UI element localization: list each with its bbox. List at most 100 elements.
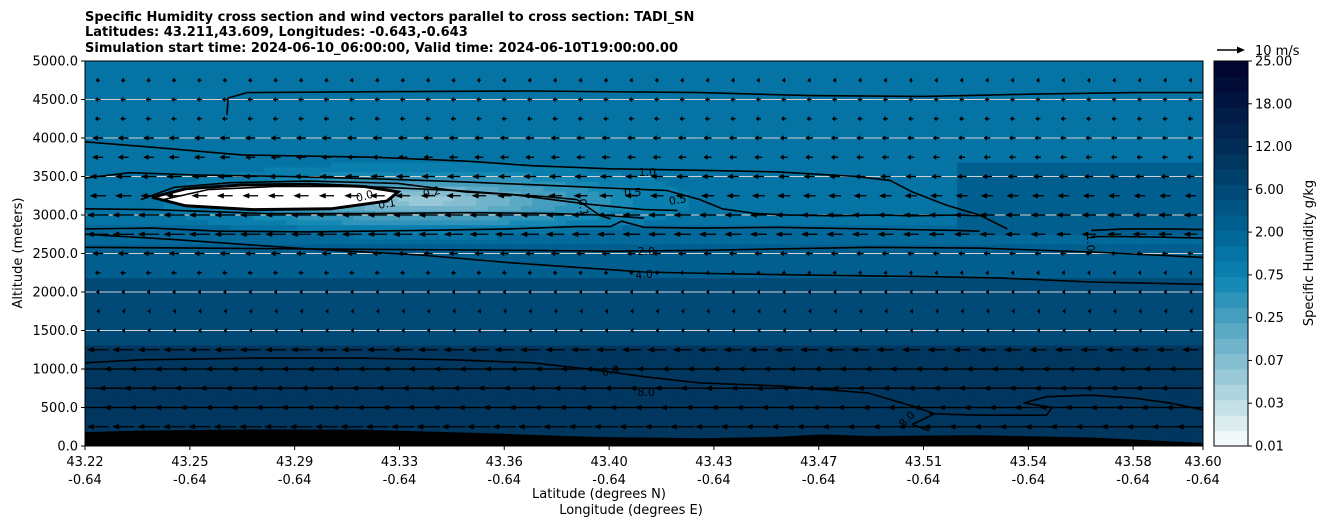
humidity-cell (934, 388, 947, 394)
humidity-cell (655, 253, 667, 259)
humidity-cell (96, 229, 108, 235)
humidity-cell (163, 369, 176, 375)
humidity-cell (1135, 253, 1148, 259)
humidity-cell (901, 431, 913, 437)
humidity-cell (1158, 282, 1171, 288)
humidity-cell (1158, 421, 1171, 428)
humidity-cell (118, 407, 131, 413)
humidity-cell (1035, 224, 1048, 231)
humidity-cell (286, 330, 299, 336)
humidity-cell (398, 316, 410, 322)
humidity-cell (297, 393, 310, 399)
humidity-cell (431, 258, 444, 264)
humidity-cell (945, 378, 958, 385)
humidity-cell (129, 378, 142, 385)
humidity-cell (442, 306, 455, 312)
humidity-cell (1091, 296, 1103, 303)
humidity-cell (476, 349, 489, 356)
humidity-cell (286, 258, 299, 264)
humidity-cell (822, 292, 835, 298)
humidity-cell (1057, 397, 1070, 404)
humidity-cell (163, 311, 176, 317)
humidity-cell (252, 369, 265, 375)
humidity-cell (800, 311, 813, 317)
humidity-cell (565, 426, 578, 433)
humidity-cell (476, 292, 489, 298)
humidity-cell (398, 330, 410, 336)
humidity-cell (163, 330, 176, 336)
humidity-cell (1080, 272, 1092, 279)
humidity-cell (554, 239, 567, 245)
humidity-cell (498, 373, 511, 380)
humidity-cell (1124, 248, 1137, 255)
humidity-cell (1068, 407, 1081, 413)
humidity-cell (755, 296, 768, 303)
humidity-cell (655, 378, 667, 385)
humidity-cell (565, 340, 578, 346)
humidity-cell (576, 210, 589, 216)
humidity-cell (878, 369, 891, 375)
humidity-cell (308, 340, 321, 346)
humidity-cell (219, 306, 231, 312)
humidity-cell (241, 219, 254, 226)
humidity-cell (945, 344, 958, 351)
humidity-cell (442, 369, 455, 375)
humidity-cell (96, 311, 108, 317)
humidity-cell (632, 316, 645, 322)
humidity-cell (364, 224, 377, 231)
humidity-cell (1068, 330, 1081, 336)
humidity-cell (968, 219, 980, 226)
humidity-cell (1135, 325, 1148, 332)
humidity-cell (644, 205, 656, 211)
humidity-cell (889, 229, 902, 235)
humidity-cell (1024, 248, 1036, 255)
humidity-cell (1180, 373, 1193, 380)
humidity-cell (1068, 359, 1081, 365)
humidity-cell (140, 267, 153, 274)
humidity-cell (912, 301, 925, 308)
humidity-cell (398, 229, 410, 235)
humidity-cell (934, 210, 947, 216)
humidity-cell (241, 325, 254, 332)
humidity-cell (140, 311, 153, 317)
humidity-cell (196, 272, 209, 279)
humidity-cell (498, 292, 511, 298)
humidity-cell (85, 219, 97, 226)
humidity-cell (1180, 224, 1193, 231)
humidity-cell (263, 369, 276, 375)
humidity-cell (554, 234, 567, 240)
humidity-cell (979, 383, 992, 389)
humidity-cell (621, 229, 634, 235)
humidity-cell (834, 373, 846, 380)
humidity-cell (1135, 311, 1148, 317)
humidity-cell (789, 373, 802, 380)
humidity-cell (957, 335, 969, 341)
humidity-cell (811, 292, 824, 298)
humidity-cell (576, 354, 589, 360)
humidity-cell (554, 335, 567, 341)
humidity-cell (733, 330, 746, 336)
humidity-cell (219, 340, 231, 346)
humidity-cell (1147, 344, 1159, 351)
humidity-cell (297, 243, 310, 250)
humidity-cell (509, 402, 522, 409)
humidity-cell (442, 426, 455, 433)
humidity-cell (1057, 378, 1070, 385)
humidity-cell (85, 378, 97, 385)
title-line-3: Simulation start time: 2024-06-10_06:00:… (85, 41, 678, 56)
humidity-cell (85, 248, 97, 255)
humidity-cell (934, 272, 947, 279)
humidity-cell (96, 330, 108, 336)
humidity-cell (386, 205, 399, 211)
humidity-cell (588, 282, 600, 288)
humidity-cell (889, 383, 902, 389)
humidity-cell (498, 378, 511, 385)
humidity-cell (599, 378, 612, 385)
humidity-cell (1113, 210, 1126, 216)
humidity-cell (140, 205, 153, 211)
humidity-cell (744, 234, 757, 240)
humidity-cell (140, 340, 153, 346)
humidity-cell (990, 335, 1003, 341)
humidity-cell (889, 349, 902, 356)
humidity-cell (733, 205, 746, 211)
